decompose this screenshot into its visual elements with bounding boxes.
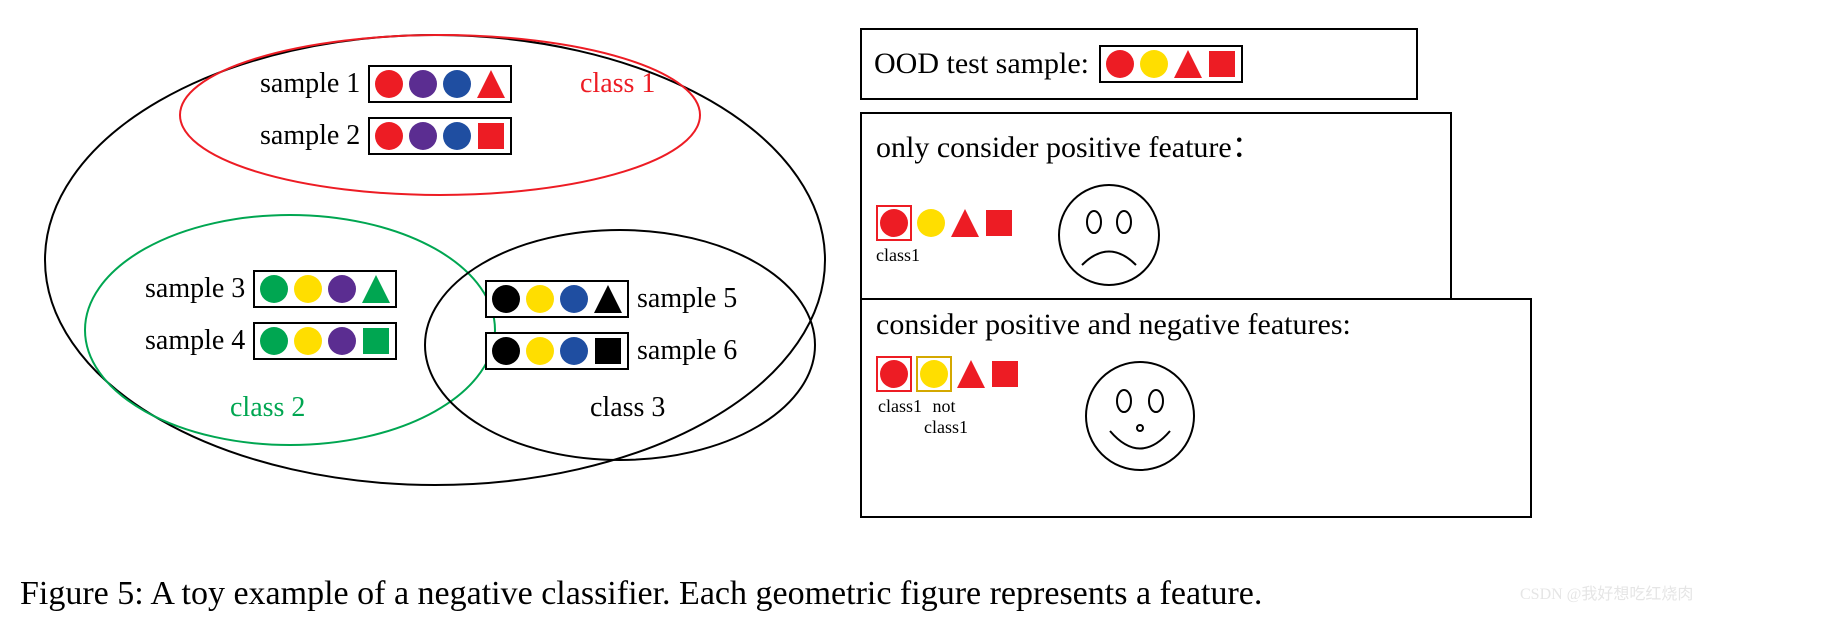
sample-2-block: sample 2 [260,117,512,155]
sample-1-block: sample 1 [260,65,512,103]
sample-3-shapes [253,270,397,308]
sample-label: sample 4 [145,325,245,357]
class-2-label: class 2 [230,392,305,424]
sample-label: sample 1 [260,68,360,100]
sample-label: sample 2 [260,120,360,152]
sample-5-block: sample 5 [485,280,737,318]
panel-3-hl-label-1: class1 [876,396,924,438]
sample-2-shapes [368,117,512,155]
panel-2-label: only consider positive feature： [876,122,1436,166]
sample-3-block: sample 3 [145,270,397,308]
figure-canvas: sample 1 sample 2 class 1 sample 3 sampl… [20,20,1804,621]
panel-2-shapes [876,205,1014,241]
sample-6-block: sample 6 [485,332,737,370]
panel-1-label: OOD test sample: [874,47,1089,81]
sample-label: sample 3 [145,273,245,305]
panel-ood-sample: OOD test sample: [860,28,1418,100]
panel-3-hl-label-2: not class1 [924,396,964,438]
sample-4-block: sample 4 [145,322,397,360]
panel-positive-only: only consider positive feature： class1 [860,112,1452,302]
happy-face-icon [1080,356,1200,476]
sample-label: sample 5 [637,283,737,315]
panel-3-label: consider positive and negative features: [876,308,1516,342]
class1-text: class1 [924,417,968,437]
sample-label: sample 6 [637,335,737,367]
sample-6-shapes [485,332,629,370]
panel-3-shapes [876,356,1020,392]
sample-5-shapes [485,280,629,318]
watermark-text: CSDN @我好想吃红烧肉 [1520,580,1693,604]
panel-2-hl-label: class1 [876,245,916,266]
sample-4-shapes [253,322,397,360]
panel-1-shapes [1099,45,1243,83]
class-3-label: class 3 [590,392,665,424]
class-1-label: class 1 [580,68,655,100]
not-text: not [932,396,955,416]
sample-1-shapes [368,65,512,103]
panel-positive-negative: consider positive and negative features:… [860,298,1532,518]
sad-face-icon [1054,180,1164,290]
figure-caption: Figure 5: A toy example of a negative cl… [20,575,1262,613]
